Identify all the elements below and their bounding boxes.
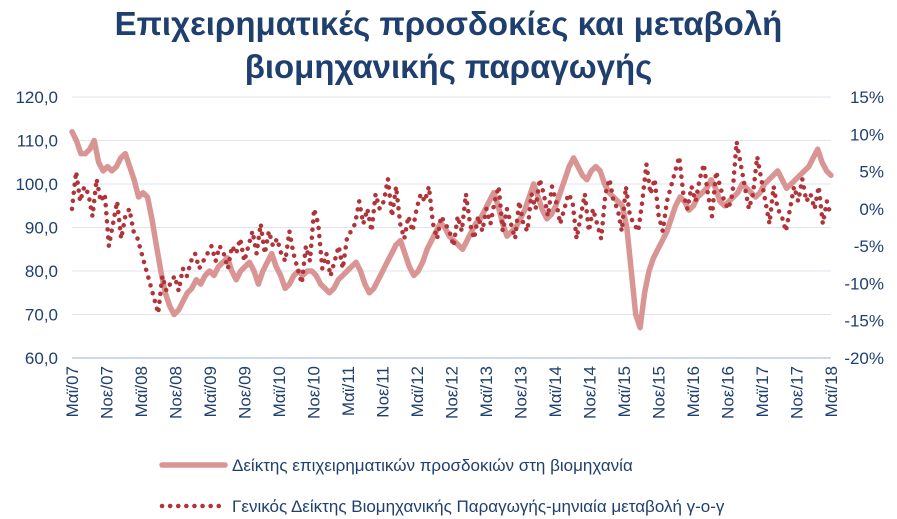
x-tick-label: Μαϊ/17: [753, 366, 772, 417]
legend-label-2: Γενικός Δείκτης Βιομηχανικής Παραγωγής-μ…: [232, 497, 725, 516]
series-lines: [69, 129, 834, 331]
x-tick-label: Μαϊ/09: [201, 366, 220, 417]
x-tick-label: Νοε/13: [512, 366, 531, 419]
y-left-tick-label: 60,0: [25, 349, 58, 368]
x-tick-label: Μαϊ/13: [477, 366, 496, 417]
y-right-tick-label: -15%: [844, 312, 884, 331]
x-tick-label: Νοε/14: [581, 366, 600, 419]
x-tick-label: Μαϊ/14: [546, 366, 565, 417]
chart-title-line-2: βιομηχανικής παραγωγής: [244, 48, 653, 85]
x-tick-label: Νοε/07: [98, 366, 117, 419]
x-tick-label: Μαϊ/08: [132, 366, 151, 417]
x-tick-label: Νοε/12: [443, 366, 462, 419]
y-right-tick-label: 0%: [859, 200, 884, 219]
series-line-1: [69, 129, 834, 331]
x-tick-label: Νοε/17: [788, 366, 807, 419]
gridlines: [72, 96, 831, 359]
legend-label-1: Δείκτης επιχειρηματικών προσδοκιών στη β…: [232, 456, 633, 475]
x-tick-label: Νοε/08: [167, 366, 186, 419]
x-tick-label: Μαϊ/10: [270, 366, 289, 417]
legend: Δείκτης επιχειρηματικών προσδοκιών στη β…: [159, 456, 725, 516]
x-tick-label: Νοε/10: [305, 366, 324, 419]
x-tick-label: Νοε/16: [719, 366, 738, 419]
x-tick-label: Μαϊ/12: [408, 366, 427, 417]
y-left-tick-label: 120,0: [15, 88, 58, 107]
y-left-tick-label: 100,0: [15, 175, 58, 194]
x-tick-label: Νοε/15: [650, 366, 669, 419]
x-tick-label: Μαϊ/07: [63, 366, 82, 417]
y-right-tick-label: 15%: [850, 88, 884, 107]
y-right-tick-label: 5%: [859, 163, 884, 182]
x-tick-label: Μαϊ/18: [822, 366, 841, 417]
x-tick-label: Μαϊ/11: [339, 366, 358, 416]
y-right-tick-label: -10%: [844, 274, 884, 293]
x-axis-ticks: Μαϊ/07 Νοε/07 Μαϊ/08 Νοε/08 Μαϊ/09 Νοε/09 Μαϊ/…: [63, 366, 841, 419]
y-right-tick-label: 10%: [850, 125, 884, 144]
left-axis-ticks: 120,0 110,0 100,0 90,0 80,0 70,0 60,0: [15, 88, 58, 368]
x-tick-label: Μαϊ/15: [615, 366, 634, 417]
chart-title-line-1: Επιχειρηματικές προσδοκίες και μεταβολή: [114, 5, 783, 42]
y-right-tick-label: -5%: [854, 237, 884, 256]
y-left-tick-label: 80,0: [25, 262, 58, 281]
y-left-tick-label: 70,0: [25, 306, 58, 325]
x-tick-label: Νοε/11: [374, 366, 393, 418]
series-line-2: [69, 139, 834, 316]
chart-title: Επιχειρηματικές προσδοκίες και μεταβολή …: [0, 2, 897, 88]
x-tick-label: Νοε/09: [236, 366, 255, 419]
y-left-tick-label: 110,0: [17, 132, 58, 151]
y-right-tick-label: -20%: [844, 349, 884, 368]
y-left-tick-label: 90,0: [25, 219, 58, 238]
x-tick-label: Μαϊ/16: [684, 366, 703, 417]
right-axis-ticks: 15% 10% 5% 0% -5% -10% -15% -20%: [844, 88, 884, 368]
